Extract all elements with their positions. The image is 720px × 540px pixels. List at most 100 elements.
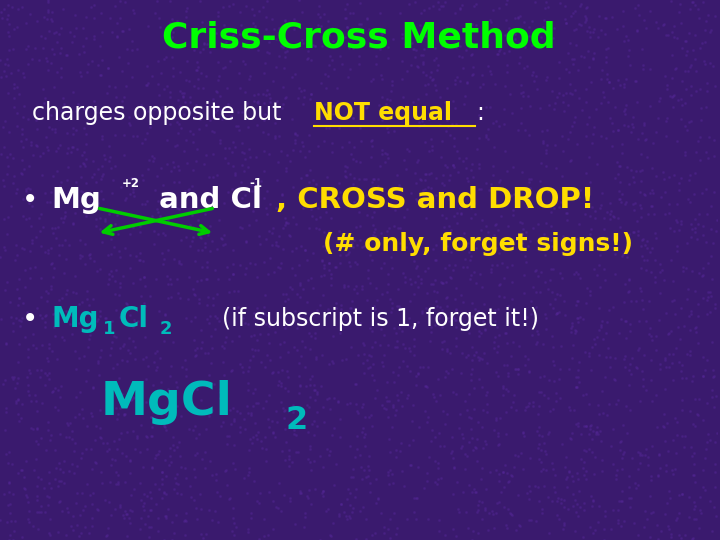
Point — [270, 240, 282, 249]
Point — [312, 141, 324, 150]
Point — [308, 416, 320, 425]
Point — [81, 295, 93, 303]
Point — [663, 525, 675, 534]
Point — [430, 396, 441, 405]
Point — [534, 431, 545, 440]
Point — [13, 316, 24, 325]
Point — [220, 467, 231, 475]
Point — [234, 422, 246, 431]
Point — [382, 471, 394, 480]
Point — [470, 244, 482, 252]
Point — [181, 76, 192, 84]
Point — [702, 11, 714, 19]
Point — [112, 478, 124, 487]
Point — [50, 224, 61, 233]
Point — [706, 274, 718, 283]
Point — [643, 297, 654, 306]
Point — [603, 78, 615, 86]
Point — [198, 38, 210, 47]
Point — [39, 94, 50, 103]
Point — [506, 510, 518, 519]
Point — [683, 492, 695, 501]
Point — [647, 186, 658, 194]
Point — [333, 124, 344, 133]
Point — [78, 505, 89, 514]
Point — [158, 180, 169, 189]
Point — [44, 436, 55, 445]
Point — [397, 269, 409, 278]
Point — [157, 468, 168, 477]
Point — [456, 210, 467, 218]
Point — [271, 407, 282, 415]
Point — [94, 312, 106, 320]
Point — [578, 53, 590, 62]
Point — [213, 72, 225, 80]
Point — [141, 433, 153, 441]
Point — [330, 197, 342, 205]
Point — [702, 78, 714, 87]
Point — [348, 180, 359, 188]
Point — [571, 235, 582, 244]
Point — [251, 273, 262, 281]
Point — [490, 244, 502, 252]
Point — [176, 489, 187, 498]
Point — [233, 126, 245, 135]
Point — [153, 484, 164, 493]
Point — [664, 362, 675, 371]
Point — [490, 465, 502, 474]
Point — [494, 470, 505, 478]
Point — [121, 299, 132, 308]
Point — [193, 230, 204, 238]
Point — [351, 157, 362, 166]
Point — [517, 91, 528, 100]
Point — [76, 528, 87, 537]
Point — [81, 377, 92, 386]
Point — [288, 342, 300, 351]
Point — [50, 384, 61, 393]
Point — [271, 176, 282, 184]
Point — [94, 265, 106, 273]
Point — [292, 447, 304, 456]
Point — [344, 65, 356, 73]
Point — [421, 194, 433, 202]
Point — [508, 206, 519, 214]
Point — [596, 316, 608, 325]
Point — [78, 48, 90, 56]
Point — [384, 448, 396, 457]
Point — [78, 147, 89, 156]
Point — [514, 53, 526, 62]
Point — [355, 462, 366, 471]
Point — [132, 317, 143, 326]
Point — [631, 217, 643, 225]
Point — [625, 297, 636, 306]
Point — [215, 394, 226, 402]
Point — [557, 146, 569, 155]
Point — [40, 312, 51, 320]
Point — [22, 193, 34, 201]
Point — [63, 433, 75, 442]
Point — [310, 485, 321, 494]
Point — [326, 430, 338, 439]
Point — [190, 43, 202, 51]
Point — [111, 31, 122, 40]
Point — [62, 508, 73, 517]
Point — [689, 215, 701, 224]
Point — [222, 100, 233, 109]
Point — [550, 309, 562, 318]
Point — [621, 101, 632, 110]
Point — [81, 287, 93, 295]
Point — [302, 46, 313, 55]
Point — [424, 337, 436, 346]
Point — [675, 114, 687, 123]
Point — [141, 129, 153, 138]
Point — [523, 178, 534, 186]
Point — [190, 66, 202, 75]
Point — [413, 369, 424, 378]
Point — [243, 363, 255, 372]
Point — [710, 511, 720, 520]
Point — [21, 493, 32, 502]
Point — [506, 315, 518, 324]
Point — [401, 165, 413, 173]
Point — [230, 143, 241, 151]
Point — [542, 394, 554, 403]
